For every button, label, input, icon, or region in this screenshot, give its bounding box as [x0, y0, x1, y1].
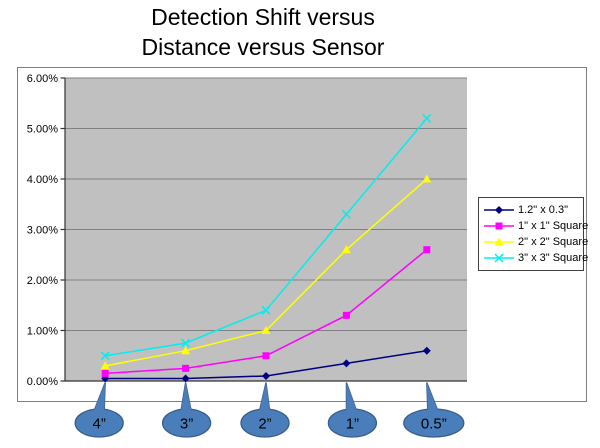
- x-label-callout: 4”: [74, 382, 124, 438]
- callout-bubble-fill: [241, 409, 289, 437]
- callout-tail-fill: [426, 382, 439, 413]
- callout-tail-fill: [93, 382, 106, 413]
- callout-bubble-fill: [404, 409, 464, 437]
- data-point-marker: [341, 245, 351, 254]
- legend-marker-square-icon: [484, 222, 514, 230]
- callout-bubble-fill: [329, 409, 376, 437]
- legend-label: 1.2" x 0.3": [518, 204, 569, 216]
- data-point-marker: [423, 246, 431, 254]
- x-axis-category-label: 4”: [93, 416, 106, 433]
- data-point-marker: [494, 253, 504, 263]
- legend-item: 3" x 3" Square: [483, 251, 588, 265]
- data-point-marker: [422, 346, 431, 355]
- legend: 1.2" x 0.3" 1" x 1" Square 2" x 2" Squar…: [478, 197, 588, 271]
- data-point-marker: [181, 338, 191, 348]
- data-point-marker: [101, 369, 109, 377]
- chart-title: Detection Shift versus Distance versus S…: [0, 2, 526, 62]
- y-axis-tick-label: 3.00%: [27, 225, 58, 237]
- data-point-marker: [342, 359, 351, 368]
- x-axis-category-label: 2”: [258, 416, 271, 433]
- x-axis-category-label: 3”: [180, 416, 193, 433]
- y-axis-tick-label: 2.00%: [27, 275, 58, 287]
- series-3: [100, 113, 432, 361]
- x-label-callout: 0.5”: [403, 382, 465, 438]
- data-point-marker: [422, 174, 432, 183]
- x-axis-category-label: 0.5”: [421, 416, 447, 433]
- callout-tail-fill: [346, 382, 358, 413]
- y-axis-tick-label: 1.00%: [27, 326, 58, 338]
- callout-bubble-fill: [75, 409, 123, 437]
- data-point-marker: [494, 237, 504, 246]
- series-1: [101, 246, 431, 377]
- data-point-marker: [100, 361, 110, 370]
- legend-label: 3" x 3" Square: [518, 252, 589, 264]
- callout-tail-fill: [259, 382, 270, 413]
- x-label-callout: 2”: [240, 382, 290, 438]
- data-point-marker: [262, 371, 270, 380]
- data-point-marker: [495, 206, 503, 214]
- legend-item: 1" x 1" Square: [483, 219, 588, 233]
- y-axis-tick-label: 5.00%: [27, 124, 58, 136]
- y-axis-tick-label: 4.00%: [27, 174, 58, 186]
- data-point-marker: [261, 305, 271, 315]
- legend-label: 2" x 2" Square: [518, 236, 589, 248]
- legend-marker-x-icon: [484, 253, 514, 263]
- legend-marker-triangle-icon: [484, 237, 514, 246]
- data-point-marker: [422, 113, 432, 123]
- x-axis-category-label: 1”: [346, 416, 359, 433]
- legend-label: 1" x 1" Square: [518, 220, 589, 232]
- callout-bubble-fill: [163, 409, 210, 437]
- data-point-marker: [182, 364, 190, 372]
- data-point-marker: [100, 351, 110, 361]
- chart-title-line1: Detection Shift versus: [151, 4, 375, 30]
- data-point-marker: [342, 311, 350, 319]
- legend-item: 1.2" x 0.3": [483, 203, 580, 217]
- data-point-marker: [495, 222, 503, 230]
- data-point-marker: [341, 209, 351, 219]
- x-label-callout: 3”: [161, 382, 212, 438]
- y-axis-tick-label: 6.00%: [27, 73, 58, 85]
- legend-marker-diamond-icon: [484, 206, 514, 214]
- series-2: [100, 174, 432, 370]
- data-point-marker: [261, 326, 271, 334]
- x-label-callout: 1”: [327, 382, 378, 438]
- legend-item: 2" x 2" Square: [483, 235, 588, 249]
- data-point-marker: [262, 352, 270, 360]
- series-0: [101, 346, 431, 383]
- y-axis-tick-label: 0.00%: [27, 376, 58, 388]
- callout-tail-fill: [180, 382, 192, 413]
- chart-title-line2: Distance versus Sensor: [141, 34, 385, 60]
- data-point-marker: [181, 374, 190, 383]
- data-point-marker: [181, 346, 191, 355]
